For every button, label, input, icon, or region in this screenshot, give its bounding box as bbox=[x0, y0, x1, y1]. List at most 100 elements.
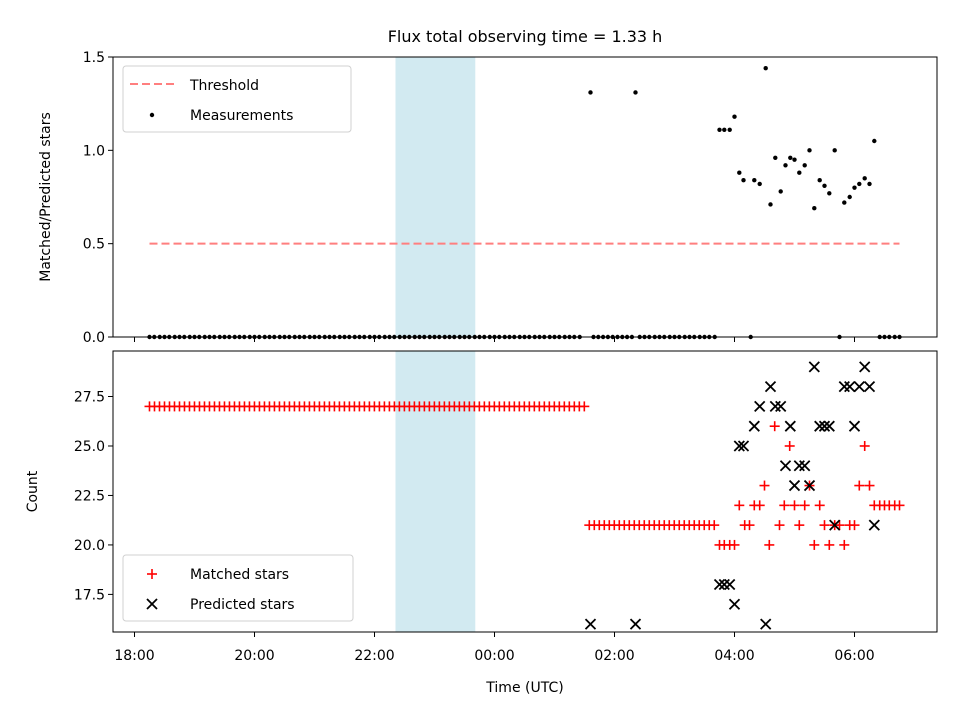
legend-measurements-swatch bbox=[149, 112, 155, 118]
measurement-point bbox=[872, 138, 877, 144]
matched-star-marker bbox=[729, 539, 740, 550]
predicted-star-marker bbox=[748, 420, 760, 432]
matched-star-marker bbox=[814, 500, 825, 511]
measurement-point bbox=[788, 155, 793, 160]
measurement-point bbox=[633, 90, 638, 95]
matched-stars-points bbox=[144, 401, 905, 550]
matched-star-marker bbox=[709, 520, 720, 531]
observing-window-span-bottom bbox=[395, 351, 476, 632]
y-tick-label: 1.5 bbox=[83, 50, 105, 66]
x-tick-label: 18:00 bbox=[114, 648, 154, 664]
predicted-star-marker bbox=[823, 420, 835, 432]
measurement-point bbox=[832, 148, 837, 153]
matched-star-marker bbox=[824, 539, 835, 550]
measurement-point bbox=[741, 178, 746, 183]
predicted-star-marker bbox=[728, 598, 741, 610]
predicted-star-marker bbox=[803, 479, 816, 492]
y-tick-label: 17.5 bbox=[74, 587, 105, 603]
matched-star-marker bbox=[849, 520, 860, 531]
predicted-stars-points bbox=[584, 361, 880, 630]
predicted-star-marker bbox=[863, 380, 876, 393]
count-panel: 17.5 20.0 22.5 25.0 27.5 18:00 20:00 22:00 00:0… bbox=[25, 350, 938, 696]
matched-star-marker bbox=[854, 480, 865, 491]
predicted-star-marker bbox=[754, 400, 766, 413]
measurement-point bbox=[783, 163, 788, 168]
predicted-star-marker bbox=[859, 361, 871, 373]
predicted-star-marker bbox=[764, 380, 777, 393]
x-tick-label: 06:00 bbox=[834, 648, 874, 664]
x-tick-label: 20:00 bbox=[234, 648, 274, 664]
matched-star-marker bbox=[864, 480, 875, 491]
measurement-point bbox=[722, 127, 727, 132]
predicted-star-marker bbox=[829, 519, 841, 531]
measurement-point bbox=[752, 178, 757, 183]
matched-star-marker bbox=[764, 539, 775, 550]
predicted-star-marker bbox=[760, 618, 772, 630]
x-tick-label: 02:00 bbox=[594, 648, 634, 664]
matched-star-marker bbox=[794, 520, 805, 531]
measurement-point bbox=[867, 181, 872, 187]
observing-window-span-top bbox=[395, 57, 476, 337]
matched-star-marker bbox=[789, 500, 800, 511]
y-tick-label: 0.5 bbox=[83, 237, 105, 253]
legend-matched-label: Matched stars bbox=[190, 567, 289, 583]
measurement-point bbox=[827, 191, 832, 196]
ratio-legend: Threshold Measurements bbox=[122, 65, 352, 133]
predicted-star-marker bbox=[724, 578, 736, 591]
matched-star-marker bbox=[819, 520, 830, 531]
matched-star-marker bbox=[754, 500, 765, 511]
measurement-point bbox=[588, 90, 593, 95]
predicted-star-marker bbox=[784, 420, 796, 432]
matched-star-marker bbox=[147, 569, 157, 579]
matched-star-marker bbox=[799, 500, 810, 511]
predicted-star-marker bbox=[799, 460, 811, 472]
predicted-star-marker bbox=[788, 479, 801, 492]
matched-star-marker bbox=[894, 500, 905, 511]
predicted-star-marker bbox=[629, 618, 642, 630]
legend-box bbox=[122, 554, 354, 622]
predicted-star-marker bbox=[769, 400, 781, 413]
ratio-panel-frame bbox=[112, 56, 938, 338]
measurement-point bbox=[732, 114, 737, 119]
time-x-axis-label: Time (UTC) bbox=[485, 680, 563, 696]
chart-title: Flux total observing time = 1.33 h bbox=[388, 27, 663, 46]
measurement-point bbox=[778, 189, 783, 194]
predicted-star-marker bbox=[779, 460, 792, 472]
count-panel-frame bbox=[112, 350, 938, 633]
measurement-point bbox=[757, 181, 762, 187]
predicted-star-marker bbox=[844, 380, 856, 393]
count-y-axis-label: Count bbox=[25, 470, 41, 512]
measurement-point bbox=[852, 185, 857, 190]
time-x-ticks: 18:00 20:00 22:00 00:00 02:00 04:00 06:00 bbox=[114, 632, 875, 664]
matched-star-marker bbox=[834, 520, 845, 531]
measurement-point bbox=[737, 170, 742, 175]
matched-star-marker bbox=[769, 421, 780, 432]
predicted-star-marker bbox=[713, 578, 726, 591]
y-tick-label: 25.0 bbox=[74, 439, 105, 455]
predicted-star-marker bbox=[793, 460, 805, 472]
predicted-star-marker bbox=[584, 618, 597, 630]
matched-star-marker bbox=[774, 520, 785, 531]
measurement-point bbox=[797, 170, 802, 175]
predicted-star-marker bbox=[718, 578, 730, 591]
y-tick-label: 0.0 bbox=[83, 330, 105, 346]
measurement-point bbox=[792, 157, 797, 162]
measurement-point bbox=[717, 127, 722, 132]
count-y-ticks: 17.5 20.0 22.5 25.0 27.5 bbox=[74, 390, 113, 603]
legend-box bbox=[122, 65, 352, 133]
predicted-star-marker bbox=[737, 440, 750, 452]
ratio-y-axis-label: Matched/Predicted stars bbox=[38, 112, 54, 282]
matched-star-marker bbox=[744, 520, 755, 531]
measurement-point bbox=[812, 206, 817, 211]
predicted-star-marker bbox=[775, 400, 787, 413]
ratio-x-ticks bbox=[134, 337, 855, 342]
measurement-point bbox=[727, 127, 732, 132]
ratio-y-ticks: 0.0 0.5 1.0 1.5 bbox=[83, 50, 113, 346]
x-tick-label: 04:00 bbox=[714, 648, 754, 664]
y-tick-label: 27.5 bbox=[74, 390, 105, 406]
x-tick-label: 22:00 bbox=[354, 648, 394, 664]
measurement-point bbox=[773, 155, 778, 160]
predicted-star-marker bbox=[848, 420, 861, 432]
measurement-point bbox=[847, 194, 852, 200]
